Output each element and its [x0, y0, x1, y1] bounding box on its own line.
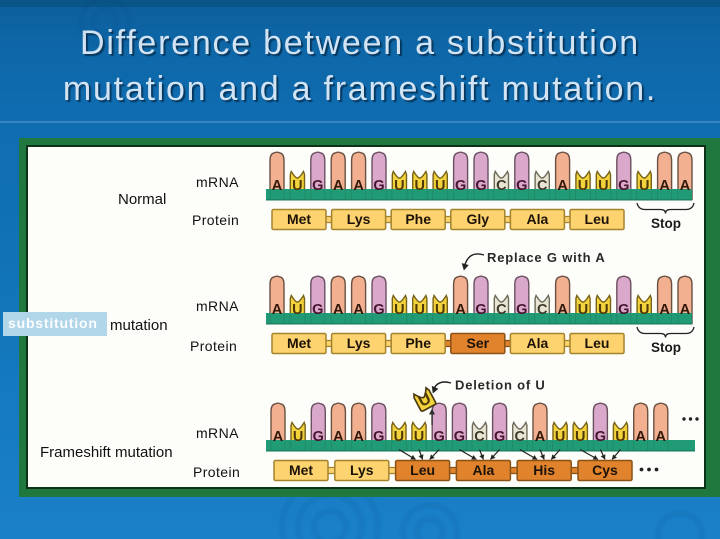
svg-text:U: U	[394, 429, 404, 445]
svg-text:Deletion of U: Deletion of U	[455, 378, 546, 393]
svg-text:G: G	[618, 302, 629, 318]
svg-text:A: A	[333, 302, 344, 318]
svg-text:Replace G with A: Replace G with A	[487, 250, 606, 265]
svg-text:G: G	[373, 302, 384, 318]
svg-text:A: A	[680, 302, 691, 318]
svg-text:A: A	[272, 302, 283, 318]
svg-text:A: A	[353, 178, 364, 194]
svg-text:G: G	[373, 178, 384, 194]
svg-text:A: A	[333, 429, 344, 445]
svg-text:C: C	[474, 429, 485, 445]
svg-text:U: U	[639, 178, 649, 194]
svg-text:U: U	[292, 178, 302, 194]
svg-text:G: G	[475, 302, 486, 318]
svg-text:U: U	[615, 429, 625, 445]
svg-text:U: U	[639, 302, 649, 318]
svg-text:U: U	[394, 302, 404, 318]
svg-text:G: G	[313, 429, 324, 445]
svg-text:C: C	[537, 178, 548, 194]
svg-text:Leu: Leu	[585, 211, 610, 227]
svg-text:U: U	[292, 302, 302, 318]
svg-text:A: A	[557, 302, 568, 318]
svg-text:Met: Met	[289, 462, 313, 478]
svg-text:U: U	[415, 302, 425, 318]
svg-text:U: U	[598, 178, 608, 194]
svg-text:U: U	[414, 429, 424, 445]
svg-text:G: G	[475, 178, 486, 194]
svg-text:Lys: Lys	[350, 462, 374, 478]
svg-text:Gly: Gly	[467, 211, 490, 227]
svg-text:A: A	[656, 429, 667, 445]
svg-text:C: C	[515, 429, 526, 445]
svg-text:A: A	[353, 302, 364, 318]
svg-text:U: U	[578, 178, 588, 194]
svg-text:U: U	[415, 178, 425, 194]
svg-text:A: A	[659, 178, 670, 194]
svg-text:U: U	[555, 429, 565, 445]
svg-text:G: G	[618, 178, 629, 194]
svg-text:Lys: Lys	[347, 335, 371, 351]
svg-text:G: G	[454, 429, 465, 445]
svg-text:A: A	[535, 429, 546, 445]
svg-text:U: U	[435, 302, 445, 318]
svg-text:Ser: Ser	[467, 335, 490, 351]
svg-text:C: C	[496, 302, 507, 318]
svg-text:G: G	[516, 302, 527, 318]
svg-text:A: A	[353, 429, 364, 445]
svg-text:Cys: Cys	[592, 462, 618, 478]
svg-text:Met: Met	[287, 335, 311, 351]
svg-text:A: A	[272, 178, 283, 194]
svg-text:A: A	[557, 178, 568, 194]
svg-text:Stop: Stop	[651, 216, 681, 231]
svg-text:A: A	[333, 178, 344, 194]
svg-text:Phe: Phe	[405, 335, 431, 351]
svg-text:U: U	[435, 178, 445, 194]
svg-text:G: G	[494, 429, 505, 445]
svg-text:G: G	[312, 302, 323, 318]
svg-text:A: A	[455, 302, 466, 318]
svg-text:His: His	[533, 462, 555, 478]
svg-text:C: C	[537, 302, 548, 318]
svg-text:G: G	[373, 429, 384, 445]
svg-text:Phe: Phe	[405, 211, 431, 227]
svg-text:U: U	[575, 429, 585, 445]
svg-text:Ala: Ala	[473, 462, 495, 478]
svg-text:A: A	[659, 302, 670, 318]
svg-text:A: A	[680, 178, 691, 194]
svg-text:Ala: Ala	[527, 335, 549, 351]
svg-text:Stop: Stop	[651, 340, 681, 355]
svg-text:Leu: Leu	[410, 462, 435, 478]
svg-text:G: G	[434, 429, 445, 445]
svg-text:U: U	[578, 302, 588, 318]
svg-text:C: C	[496, 178, 507, 194]
svg-text:Ala: Ala	[527, 211, 549, 227]
svg-text:U: U	[598, 302, 608, 318]
svg-text:G: G	[516, 178, 527, 194]
svg-text:Leu: Leu	[585, 335, 610, 351]
svg-text:Lys: Lys	[347, 211, 371, 227]
svg-text:U: U	[293, 429, 303, 445]
svg-text:Met: Met	[287, 211, 311, 227]
svg-text:G: G	[455, 178, 466, 194]
svg-text:U: U	[394, 178, 404, 194]
svg-text:A: A	[273, 429, 284, 445]
svg-text:G: G	[595, 429, 606, 445]
svg-text:G: G	[312, 178, 323, 194]
svg-text:A: A	[635, 429, 646, 445]
